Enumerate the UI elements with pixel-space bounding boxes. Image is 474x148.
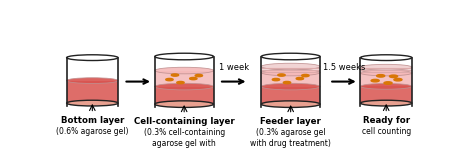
Circle shape bbox=[377, 75, 385, 77]
Bar bbox=[261, 73, 320, 87]
Circle shape bbox=[171, 74, 179, 76]
Bar bbox=[155, 87, 213, 104]
Text: Bottom layer: Bottom layer bbox=[61, 116, 124, 125]
Circle shape bbox=[177, 81, 184, 84]
Ellipse shape bbox=[261, 101, 320, 107]
Bar bbox=[360, 67, 412, 73]
Circle shape bbox=[394, 78, 402, 81]
Circle shape bbox=[390, 75, 398, 78]
Bar bbox=[261, 87, 320, 104]
Ellipse shape bbox=[155, 67, 213, 74]
Circle shape bbox=[278, 74, 285, 76]
Text: Cell-containing layer: Cell-containing layer bbox=[134, 117, 235, 126]
Circle shape bbox=[190, 77, 197, 80]
Ellipse shape bbox=[261, 63, 320, 70]
Bar bbox=[360, 86, 412, 103]
Ellipse shape bbox=[155, 83, 213, 90]
Text: cell counting: cell counting bbox=[362, 127, 411, 136]
Circle shape bbox=[296, 77, 303, 80]
Ellipse shape bbox=[261, 53, 320, 60]
Text: with drug treatment): with drug treatment) bbox=[250, 139, 331, 148]
Ellipse shape bbox=[360, 70, 412, 76]
Ellipse shape bbox=[261, 83, 320, 90]
Circle shape bbox=[166, 78, 173, 81]
Bar bbox=[261, 67, 320, 73]
Text: 1 week: 1 week bbox=[219, 63, 249, 73]
Ellipse shape bbox=[261, 69, 320, 76]
Text: (0.6% agarose gel): (0.6% agarose gel) bbox=[56, 127, 128, 136]
Ellipse shape bbox=[155, 53, 213, 60]
Ellipse shape bbox=[360, 100, 412, 106]
Text: 1.5 weeks: 1.5 weeks bbox=[323, 63, 365, 73]
Bar bbox=[66, 81, 118, 103]
Text: agarose gel with: agarose gel with bbox=[152, 139, 216, 148]
Ellipse shape bbox=[360, 64, 412, 70]
Circle shape bbox=[301, 74, 309, 77]
Bar bbox=[155, 71, 213, 87]
Circle shape bbox=[283, 81, 291, 84]
Text: (0.3% cell-containing: (0.3% cell-containing bbox=[144, 128, 225, 137]
Circle shape bbox=[371, 79, 379, 82]
Ellipse shape bbox=[66, 78, 118, 83]
Ellipse shape bbox=[155, 101, 213, 107]
Text: Feeder layer: Feeder layer bbox=[260, 117, 321, 126]
Circle shape bbox=[384, 82, 392, 84]
Ellipse shape bbox=[360, 83, 412, 89]
Circle shape bbox=[195, 74, 202, 77]
Text: (0.3% agarose gel: (0.3% agarose gel bbox=[256, 128, 326, 137]
Bar bbox=[360, 73, 412, 86]
Ellipse shape bbox=[66, 55, 118, 61]
Text: Ready for: Ready for bbox=[363, 116, 410, 125]
Ellipse shape bbox=[66, 100, 118, 106]
Ellipse shape bbox=[360, 55, 412, 61]
Circle shape bbox=[272, 78, 280, 81]
